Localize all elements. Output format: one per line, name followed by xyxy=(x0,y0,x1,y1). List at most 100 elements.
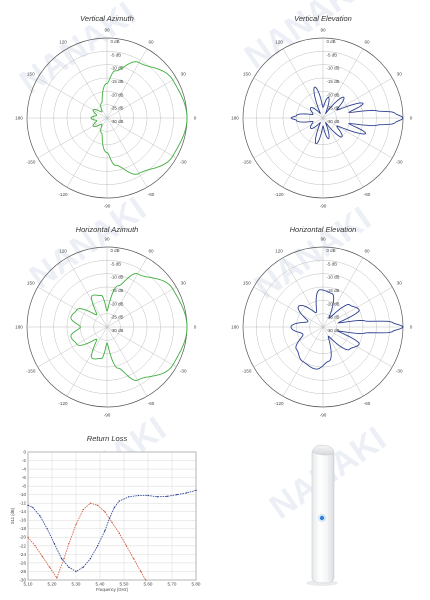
x-tick-label: 5.40 xyxy=(96,582,105,587)
polar-angle-label: 90 xyxy=(104,28,110,33)
data-point xyxy=(128,496,130,498)
chart-title: Return Loss xyxy=(87,434,128,443)
data-point xyxy=(89,502,92,504)
polar-angle-label: -30 xyxy=(396,369,403,374)
polar-angle-label: 120 xyxy=(59,39,67,44)
data-point xyxy=(56,577,58,579)
data-point xyxy=(82,566,84,568)
data-point xyxy=(32,506,34,509)
polar-angle-label: -90 xyxy=(104,413,111,418)
polar-radial-label: -5 dB xyxy=(327,52,338,57)
polar-spoke xyxy=(106,326,177,368)
x-tick-label: 5.80 xyxy=(192,582,201,587)
polar-angle-label: 90 xyxy=(320,28,326,33)
polar-spoke xyxy=(106,257,148,328)
polar-angle-label: -60 xyxy=(148,401,155,406)
data-point xyxy=(176,493,178,496)
x-tick-label: 5.10 xyxy=(24,582,33,587)
data-point xyxy=(108,517,111,519)
chart-title: Horizontal Azimuth xyxy=(76,225,139,234)
return-loss-chart: 5.10 5.20 5.30 5.40 5.50 5.60 5.70 5.80 0 -2 -4 -6 -… xyxy=(10,449,201,592)
polar-angle-label: -90 xyxy=(104,204,111,209)
polar-angle-label: -30 xyxy=(180,160,187,165)
chart-title: Vertical Azimuth xyxy=(80,14,134,23)
y-tick-label: -4 xyxy=(22,466,27,471)
polar-angle-label: 150 xyxy=(243,72,251,77)
polar-spoke xyxy=(106,77,177,119)
polar-angle-label: 150 xyxy=(27,72,35,77)
data-point xyxy=(140,570,142,573)
polar-radial-label: -30 dB xyxy=(327,328,340,333)
polar-angle-label: 60 xyxy=(148,39,154,44)
polar-spoke xyxy=(37,117,108,159)
polar-angle-label: 0 xyxy=(194,116,197,121)
y-tick-label: -10 xyxy=(19,492,26,497)
y-tick-label: -22 xyxy=(19,543,26,548)
polar-spoke xyxy=(106,48,148,119)
polar-chart-horizontal-elevation: 0 30 60 90 120 150 180 -150 -120 -90 -60 -30 -5 dB -1… xyxy=(231,237,413,418)
return-loss-series-1 xyxy=(27,502,146,581)
y-tick-label: -2 xyxy=(22,458,27,463)
return-loss-series-2 xyxy=(27,490,197,572)
polar-angle-label: -30 xyxy=(396,160,403,165)
polar-spoke xyxy=(37,77,108,119)
chart-title: Horizontal Elevation xyxy=(290,225,357,234)
polar-spoke xyxy=(322,77,393,119)
polar-pattern-trace xyxy=(290,86,404,145)
polar-angle-label: 30 xyxy=(181,281,187,286)
polar-angle-label: 90 xyxy=(104,237,110,242)
data-point xyxy=(27,504,29,507)
polar-angle-label: -90 xyxy=(320,204,327,209)
y-tick-label: -14 xyxy=(19,509,26,514)
polar-spoke xyxy=(66,326,108,397)
data-point xyxy=(60,557,63,560)
y-tick-label: -6 xyxy=(22,475,27,480)
polar-angle-label: 180 xyxy=(231,116,239,121)
polar-spoke xyxy=(282,48,324,119)
polar-angle-label: -60 xyxy=(364,401,371,406)
polar-spoke xyxy=(106,117,177,159)
antenna-body xyxy=(311,444,335,584)
polar-radial-label: -30 dB xyxy=(327,119,340,124)
y-axis-label: S11 (dB) xyxy=(10,507,15,524)
data-point xyxy=(104,530,106,532)
data-point xyxy=(104,511,106,513)
polar-angle-label: 30 xyxy=(397,72,403,77)
x-tick-label: 5.20 xyxy=(48,582,57,587)
y-tick-label: -12 xyxy=(19,501,26,506)
data-point xyxy=(111,521,113,524)
data-point xyxy=(39,515,41,517)
polar-angle-label: 180 xyxy=(15,325,23,330)
data-point xyxy=(118,500,120,502)
polar-angle-label: 30 xyxy=(181,72,187,77)
polar-angle-label: 60 xyxy=(364,248,370,253)
polar-spoke xyxy=(37,286,108,328)
polar-angle-label: 150 xyxy=(243,281,251,286)
polar-radial-label: -25 dB xyxy=(327,315,340,320)
polar-spoke xyxy=(322,117,364,188)
data-point xyxy=(125,545,128,547)
polar-radial-label: -15 dB xyxy=(111,288,124,293)
data-point xyxy=(27,536,29,539)
y-tick-label: -30 xyxy=(19,577,26,582)
polar-angle-label: 0 xyxy=(194,325,197,330)
data-point xyxy=(185,492,188,494)
polar-angle-label: 0 xyxy=(410,116,413,121)
y-tick-label: -24 xyxy=(19,552,26,557)
polar-angle-label: 60 xyxy=(364,39,370,44)
antenna-top-cap xyxy=(311,444,335,456)
polar-radial-label: 0 dB xyxy=(111,248,120,253)
data-point xyxy=(34,545,36,547)
y-tick-label: -18 xyxy=(19,526,26,531)
data-point xyxy=(46,528,48,530)
polar-radial-label: -15 dB xyxy=(327,79,340,84)
chart-title: Vertical Elevation xyxy=(294,14,352,23)
polar-spoke xyxy=(37,326,108,368)
data-point xyxy=(53,543,56,545)
polar-radial-label: -30 dB xyxy=(111,328,124,333)
polar-angle-label: -90 xyxy=(320,413,327,418)
data-point xyxy=(195,489,197,492)
polar-spoke xyxy=(66,257,108,328)
polar-chart-horizontal-azimuth: 0 30 60 90 120 150 180 -150 -120 -90 -60 -30 -5 dB -1… xyxy=(15,237,197,418)
polar-angle-label: 120 xyxy=(275,248,283,253)
